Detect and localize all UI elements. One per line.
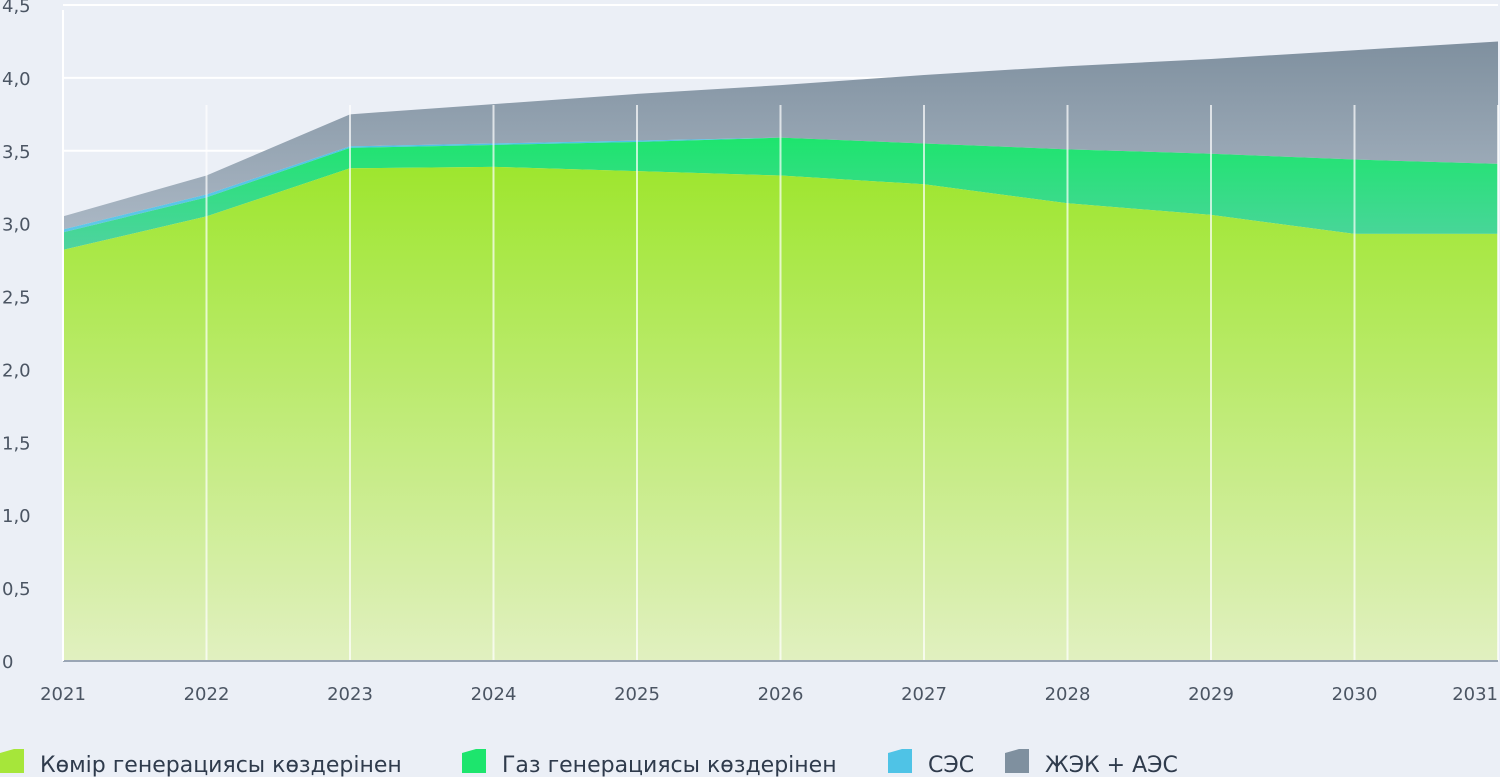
x-tick-label: 2022	[184, 684, 230, 705]
y-tick-label: 4,0	[2, 69, 31, 90]
y-tick-label: 4,5	[2, 0, 31, 17]
x-tick-label: 2025	[614, 684, 660, 705]
area-gas	[63, 137, 1498, 250]
x-tick-label: 2024	[471, 684, 517, 705]
x-tick-label: 2026	[758, 684, 804, 705]
x-tick-label: 2031	[1452, 684, 1498, 705]
legend-swatch	[888, 749, 912, 773]
y-tick-label: 1,5	[2, 433, 31, 454]
legend: Көмір генерациясы көздерінен Газ генераци…	[0, 749, 1178, 777]
y-tick-label: 2,5	[2, 288, 31, 309]
y-tick-label: 0,5	[2, 579, 31, 600]
x-axis-ticks: 2021 2022 2023 2024 2025 2026 2027 2028 2029 2030…	[40, 684, 1498, 705]
y-tick-label: 3,5	[2, 142, 31, 163]
x-tick-label: 2030	[1332, 684, 1378, 705]
y-tick-label: 3,0	[2, 215, 31, 236]
legend-swatch	[0, 749, 24, 773]
legend-label: Газ генерациясы көздерінен	[502, 753, 837, 777]
x-tick-label: 2027	[901, 684, 947, 705]
legend-swatch	[1005, 749, 1029, 773]
x-tick-label: 2028	[1045, 684, 1091, 705]
y-tick-label: 2,0	[2, 360, 31, 381]
x-tick-label: 2021	[40, 684, 86, 705]
y-tick-label: 0	[2, 652, 13, 673]
x-tick-label: 2023	[327, 684, 373, 705]
legend-swatch	[462, 749, 486, 773]
legend-label: СЭС	[928, 753, 974, 777]
legend-label: ЖЭК + АЭС	[1045, 753, 1178, 777]
y-axis-ticks: 0 0,5 1,0 1,5 2,0 2,5 3,0 3,5 4,0 4,5	[2, 0, 31, 673]
y-tick-label: 1,0	[2, 506, 31, 527]
legend-label: Көмір генерациясы көздерінен	[40, 753, 402, 777]
x-tick-label: 2029	[1188, 684, 1234, 705]
